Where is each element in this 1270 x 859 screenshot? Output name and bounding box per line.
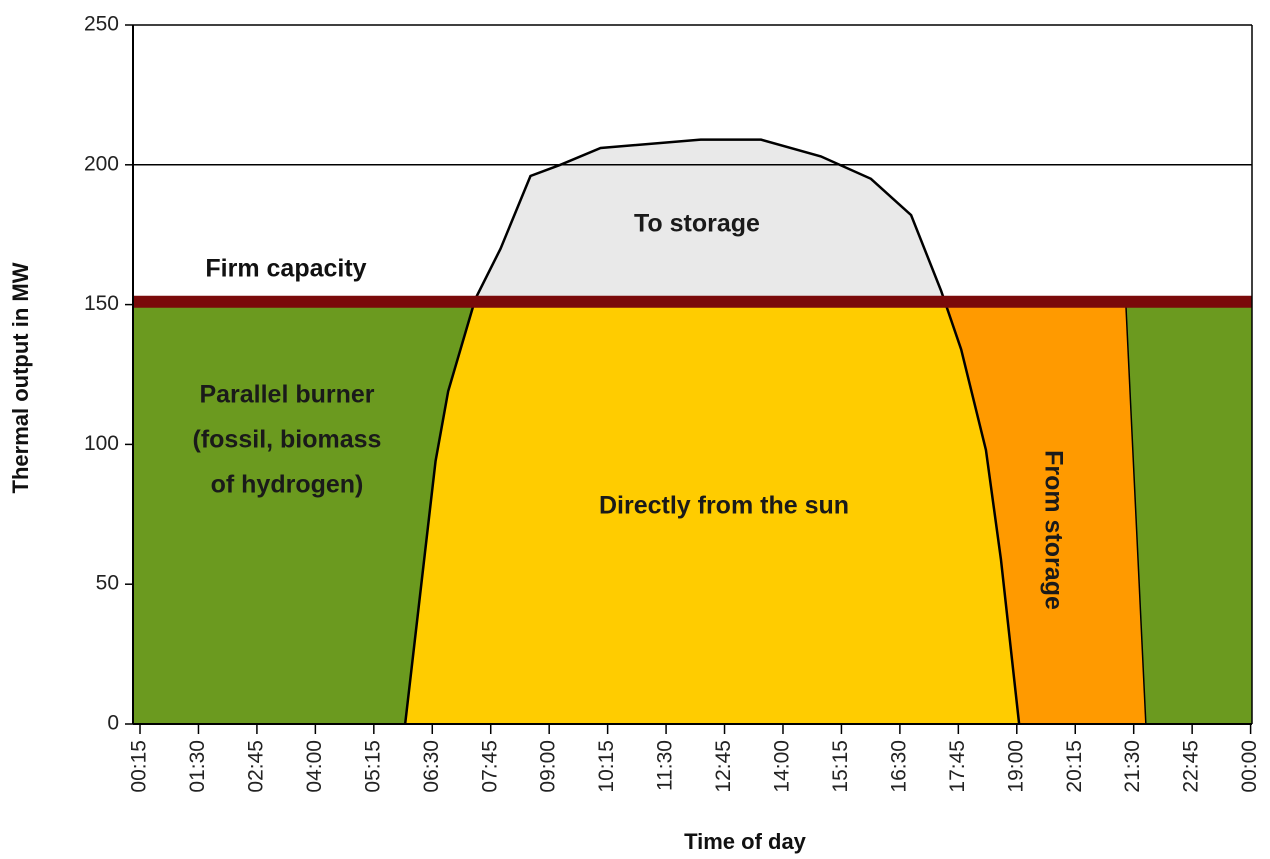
y-tick-label: 250	[84, 13, 119, 36]
burner-label: of hydrogen)	[211, 471, 364, 499]
y-tick-label: 150	[84, 292, 119, 315]
y-tick-label: 50	[96, 572, 119, 595]
firm-capacity-label: Firm capacity	[205, 255, 366, 283]
x-tick-label: 09:00	[537, 740, 560, 793]
x-tick-label: 05:15	[361, 740, 384, 793]
x-tick-label: 19:00	[1004, 740, 1027, 793]
y-tick-label: 200	[84, 152, 119, 175]
y-axis-title: Thermal output in MW	[8, 262, 33, 493]
x-tick-label: 12:45	[712, 740, 735, 793]
x-tick-label: 04:00	[303, 740, 326, 793]
y-tick-label: 0	[107, 712, 119, 735]
x-tick-label: 16:30	[887, 740, 910, 793]
x-tick-label: 20:15	[1063, 740, 1086, 793]
x-tick-label: 17:45	[946, 740, 969, 793]
sun-area	[405, 301, 1020, 724]
sun-label: Directly from the sun	[599, 492, 849, 520]
solar-curve	[403, 138, 1021, 725]
x-tick-label: 00:15	[128, 740, 151, 793]
x-tick-label: 22:45	[1180, 740, 1203, 793]
x-tick-label: 02:45	[244, 740, 267, 793]
x-tick-label: 15:15	[829, 740, 852, 793]
storage-end-line	[1124, 301, 1147, 725]
x-tick-label: 00:00	[1238, 740, 1261, 793]
y-tick-label: 100	[84, 432, 119, 455]
to-storage-area	[474, 139, 945, 302]
burner-label: (fossil, biomass	[193, 426, 382, 454]
burner-label: Parallel burner	[199, 381, 374, 409]
x-tick-label: 11:30	[654, 740, 677, 791]
x-tick-label: 07:45	[478, 740, 501, 793]
x-axis-title: Time of day	[684, 829, 807, 854]
from-storage-label: From storage	[1039, 450, 1067, 610]
to-storage-label: To storage	[634, 210, 760, 238]
x-tick-label: 10:15	[595, 740, 618, 793]
x-tick-label: 01:30	[186, 740, 209, 793]
x-tick-label: 21:30	[1121, 740, 1144, 793]
x-tick-label: 14:00	[771, 740, 794, 793]
x-tick-label: 06:30	[420, 740, 443, 793]
